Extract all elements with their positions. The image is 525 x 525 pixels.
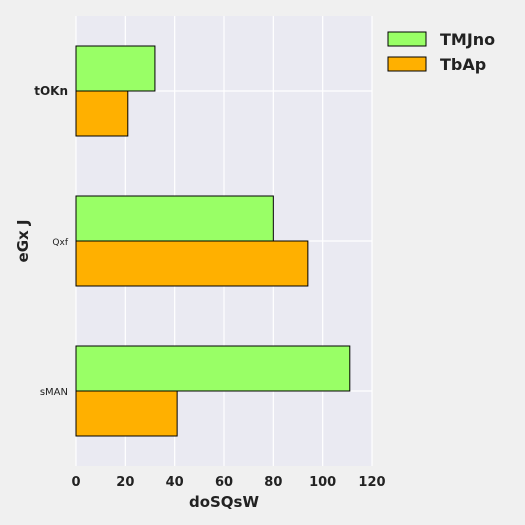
legend-label-TMJno: TMJno [440,30,495,49]
legend-label-TbAp: TbAp [440,55,486,74]
x-tick-label: 100 [309,475,336,490]
x-axis-label: doSQsW [189,493,260,511]
x-tick-label: 40 [166,475,184,490]
x-tick-label: 120 [358,475,385,490]
legend-swatch-TbAp [387,56,427,72]
x-tick-label: 60 [215,475,233,490]
y-tick-label: tOKn [34,84,68,98]
x-tick-label: 20 [116,475,134,490]
x-tick-label: 0 [71,475,80,490]
y-tick-label: Qxf [52,238,68,248]
y-tick-label: sMAN [40,387,68,398]
x-tick-label: 80 [264,475,282,490]
bar-TbAp-tOKn [75,90,129,137]
bars [75,45,351,437]
bar-TMJno-tOKn [75,45,156,92]
bar-TMJno-sMAN [75,345,351,392]
x-tick-labels: 0 20 40 60 80 100 120 [71,475,385,490]
bar-TbAp-Qxf [75,240,309,287]
bar-TMJno-Qxf [75,195,274,242]
y-tick-labels: tOKn Qxf sMAN [34,84,69,398]
bar-TbAp-sMAN [75,390,178,437]
legend: TMJno TbAp [387,30,495,74]
legend-swatch-TMJno [387,31,427,47]
y-axis-label: eGx J [14,220,32,263]
